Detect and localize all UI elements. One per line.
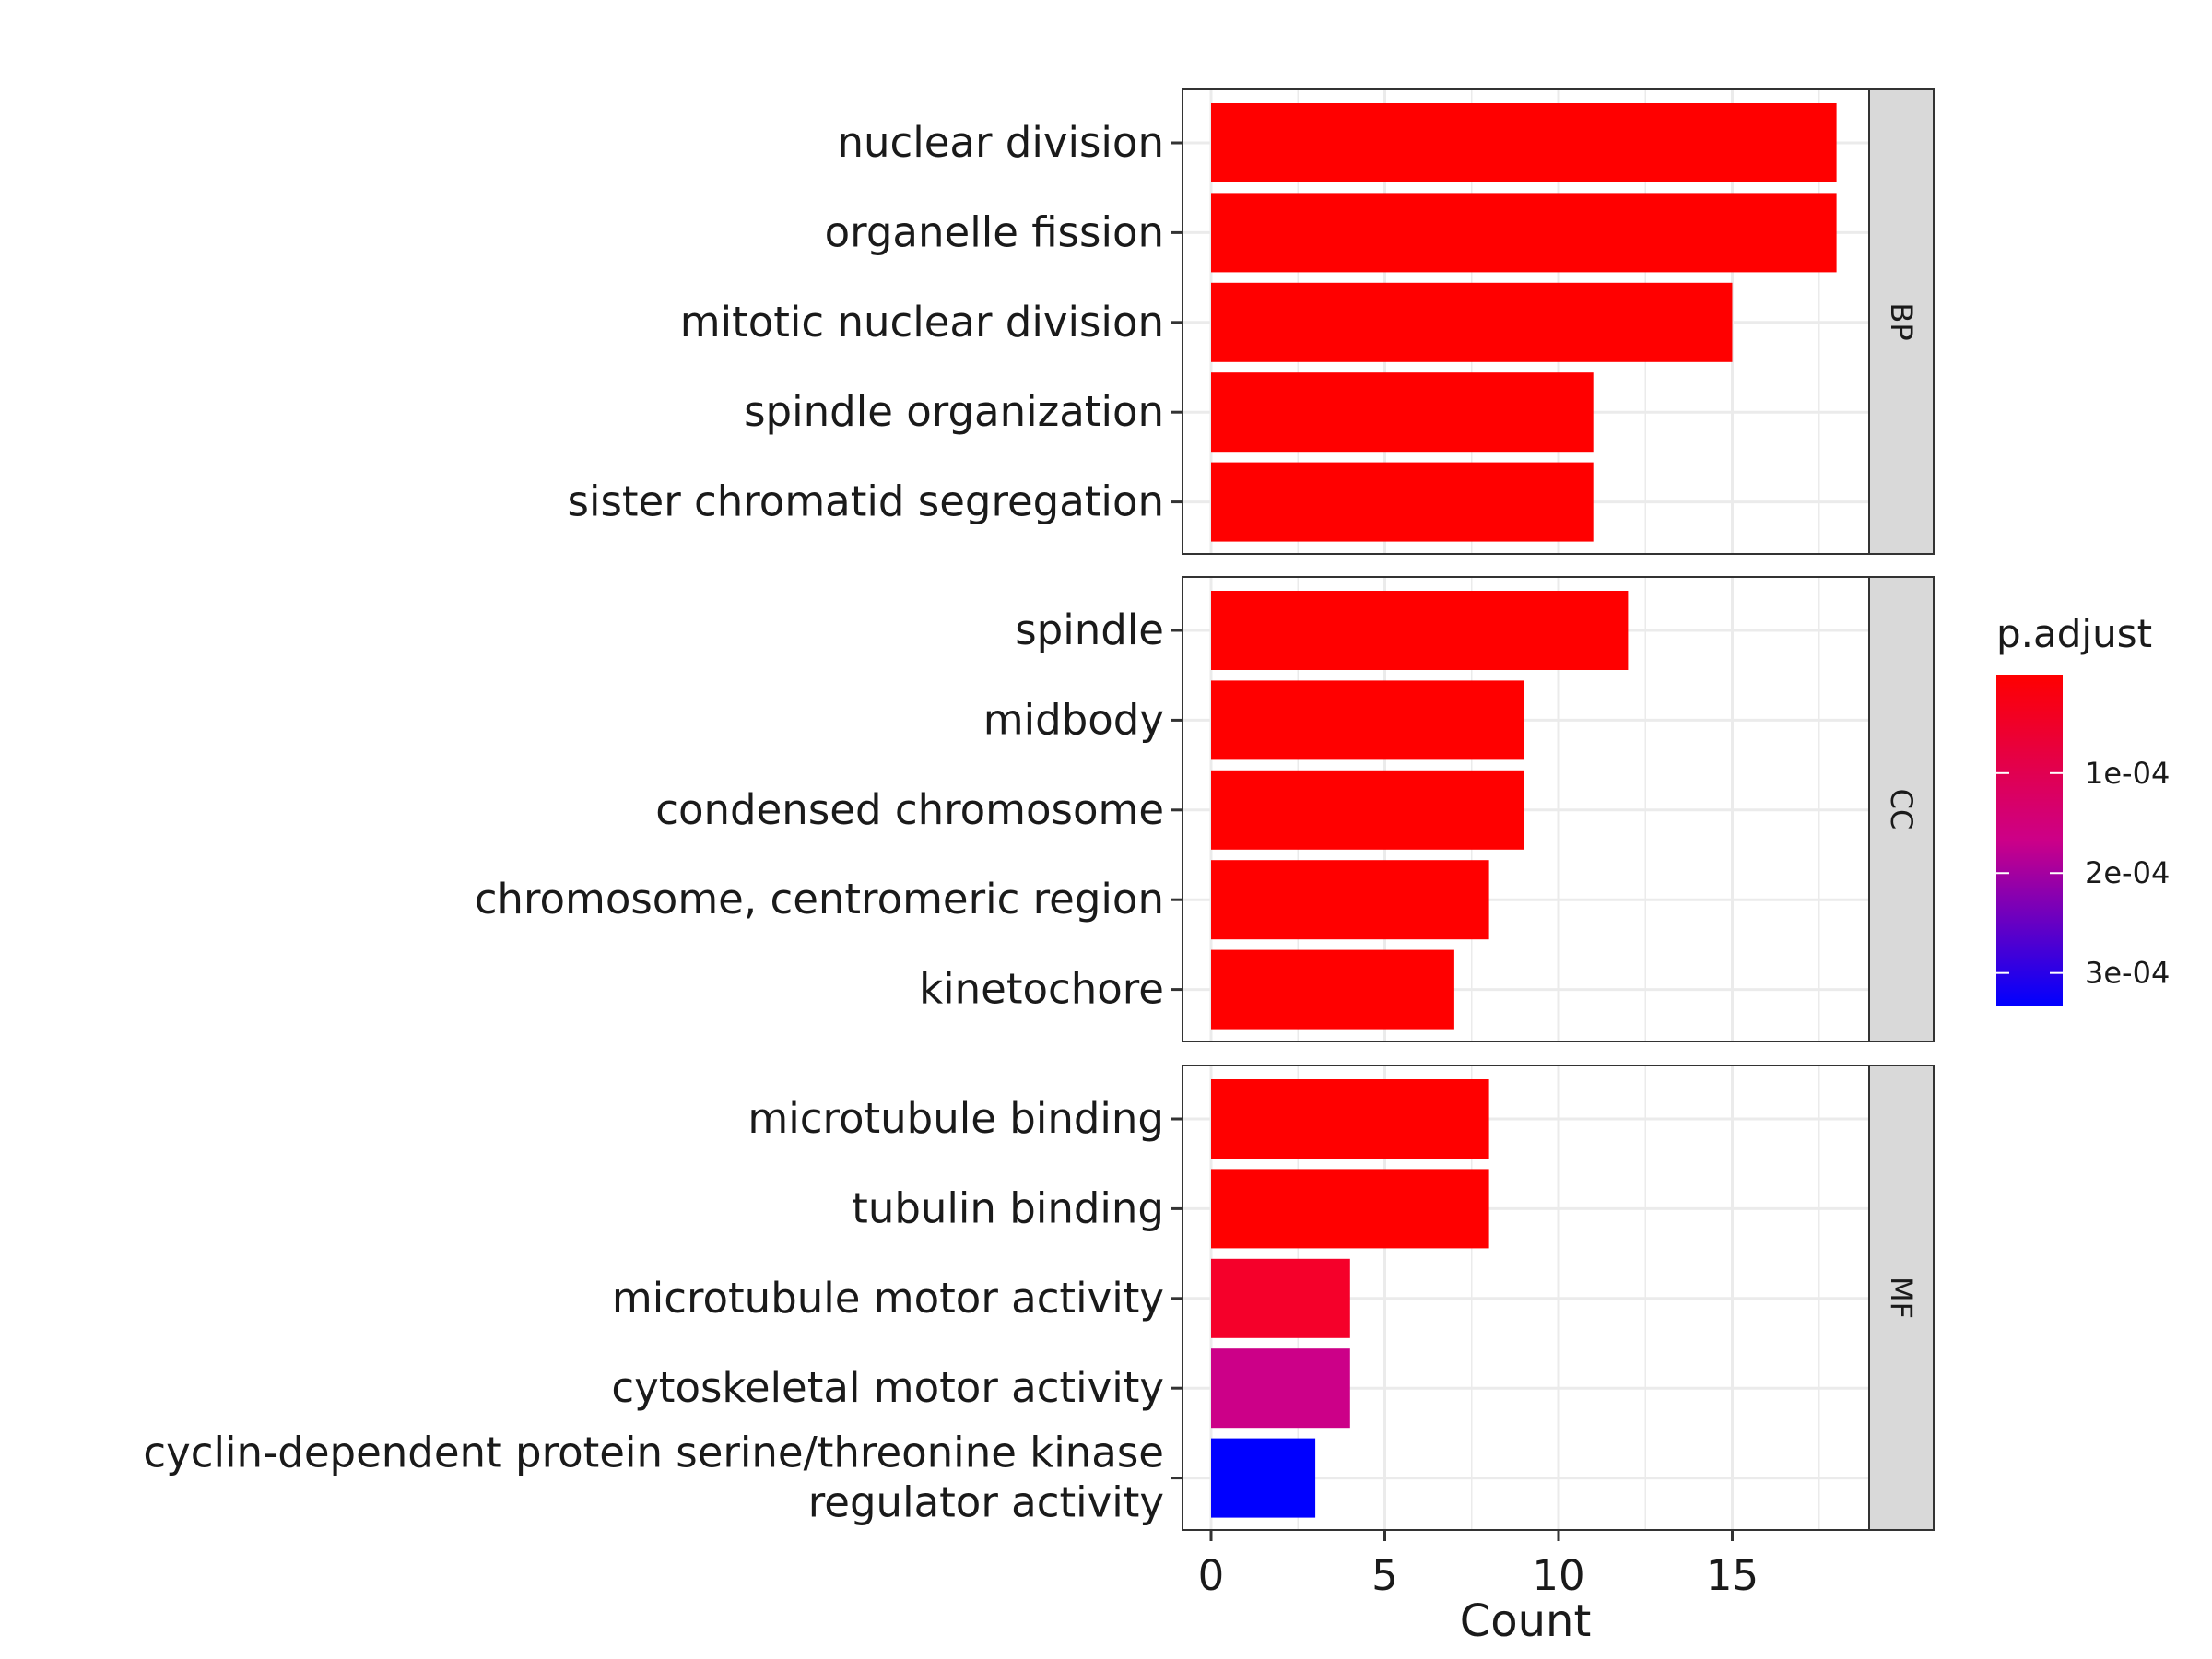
colorbar-tick-label: 3e-04 xyxy=(2085,956,2170,991)
facet-strip-label: MF xyxy=(1884,1277,1919,1319)
bar xyxy=(1211,282,1733,362)
bar xyxy=(1211,1438,1316,1518)
bar xyxy=(1211,103,1837,182)
category-label: microtubule motor activity xyxy=(612,1274,1164,1323)
category-label: regulator activity xyxy=(808,1478,1164,1527)
bar xyxy=(1211,1258,1350,1338)
category-label: condensed chromosome xyxy=(655,785,1164,834)
category-label: midbody xyxy=(983,695,1164,744)
colorbar-tick-label: 2e-04 xyxy=(2085,855,2170,890)
bar xyxy=(1211,680,1524,760)
category-label: chromosome, centromeric region xyxy=(475,875,1164,924)
bar xyxy=(1211,372,1594,453)
category-label: spindle xyxy=(1015,606,1164,654)
bar xyxy=(1211,193,1837,273)
category-label: spindle organization xyxy=(744,387,1164,436)
x-tick-label: 5 xyxy=(1371,1551,1398,1600)
colorbar-ticks: 1e-04 2e-04 3e-04 xyxy=(1996,756,2170,991)
bar xyxy=(1211,949,1454,1030)
category-label: microtubule binding xyxy=(747,1094,1164,1143)
facet-panels: nuclear division organelle fission mitotic… xyxy=(143,88,1935,1531)
facet-mf: microtubule binding tubulin binding microt… xyxy=(143,1065,1935,1531)
facet-strip xyxy=(1868,1065,1935,1531)
facet-strip-label: BP xyxy=(1884,302,1919,340)
bar xyxy=(1211,1079,1489,1159)
facet-cc: spindle midbody condensed chromosome chromo… xyxy=(475,576,1935,1042)
bar xyxy=(1211,860,1489,940)
category-label: mitotic nuclear division xyxy=(680,298,1164,347)
category-label: nuclear division xyxy=(837,118,1164,167)
bar xyxy=(1211,1169,1489,1249)
facet-strip-label: CC xyxy=(1884,789,1919,830)
category-label: kinetochore xyxy=(919,965,1164,1014)
bar xyxy=(1211,462,1594,542)
bar xyxy=(1211,591,1629,670)
x-tick-label: 10 xyxy=(1532,1551,1584,1600)
x-tick-label: 15 xyxy=(1706,1551,1759,1600)
legend-title: p.adjust xyxy=(1996,611,2152,656)
colorbar-tick-label: 1e-04 xyxy=(2085,756,2170,791)
colorbar-gradient xyxy=(1996,675,2063,1006)
x-axis-title: Count xyxy=(1460,1595,1592,1647)
category-label: cytoskeletal motor activity xyxy=(611,1363,1164,1412)
x-axis: 0 5 10 15 xyxy=(1198,1530,1759,1600)
category-label: organelle fission xyxy=(825,207,1164,256)
category-label: sister chromatid segregation xyxy=(568,477,1165,526)
colorbar-legend: p.adjust 1e-04 2e-04 3e-04 xyxy=(1996,611,2170,1006)
facet-strip xyxy=(1868,576,1935,1042)
category-label: tubulin binding xyxy=(852,1183,1164,1232)
facet-bp: nuclear division organelle fission mitotic… xyxy=(568,88,1935,555)
x-tick-label: 0 xyxy=(1198,1551,1225,1600)
facet-strip xyxy=(1868,88,1935,555)
bar xyxy=(1211,770,1524,850)
category-label: cyclin-dependent protein serine/threonin… xyxy=(143,1429,1164,1477)
bar xyxy=(1211,1348,1350,1429)
